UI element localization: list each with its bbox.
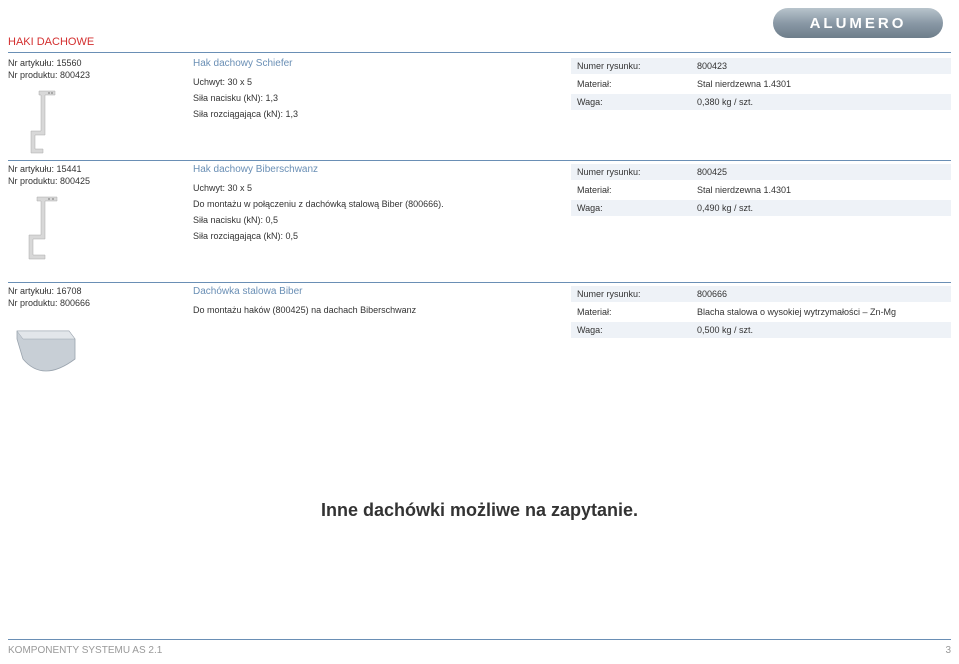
spec-label: Numer rysunku: [577, 167, 697, 177]
spec-label: Numer rysunku: [577, 61, 697, 71]
footer-page-number: 3 [945, 645, 951, 656]
spec-value: 800425 [697, 167, 945, 177]
product-desc-line: Siła rozciągająca (kN): 0,5 [193, 231, 543, 241]
spec-row-drawing: Numer rysunku: 800425 [571, 164, 951, 180]
product-specs: Numer rysunku: 800666 Materiał: Blacha s… [571, 286, 951, 340]
spec-label: Waga: [577, 203, 697, 213]
spec-row-drawing: Numer rysunku: 800423 [571, 58, 951, 74]
spec-value: 0,500 kg / szt. [697, 325, 945, 335]
product-desc-line: Siła nacisku (kN): 1,3 [193, 93, 543, 103]
hook-icon [21, 193, 71, 263]
spec-label: Numer rysunku: [577, 289, 697, 299]
spec-row-weight: Waga: 0,490 kg / szt. [571, 200, 951, 216]
spec-value: Stal nierdzewna 1.4301 [697, 185, 945, 195]
spec-label: Waga: [577, 325, 697, 335]
product-description: Hak dachowy Biberschwanz Uchwyt: 30 x 5 … [193, 164, 543, 247]
article-id: Nr artykułu: 15441 [8, 164, 90, 176]
spec-label: Materiał: [577, 307, 697, 317]
product-specs: Numer rysunku: 800425 Materiał: Stal nie… [571, 164, 951, 218]
divider [8, 282, 951, 283]
product-desc-line: Uchwyt: 30 x 5 [193, 183, 543, 193]
product-id: Nr produktu: 800423 [8, 70, 90, 82]
article-id: Nr artykułu: 15560 [8, 58, 90, 70]
spec-label: Materiał: [577, 79, 697, 89]
product-desc-line: Do montażu w połączeniu z dachówką stalo… [193, 199, 543, 209]
product-desc-line: Do montażu haków (800425) na dachach Bib… [193, 305, 543, 315]
product-title: Hak dachowy Schiefer [193, 58, 543, 69]
product-specs: Numer rysunku: 800423 Materiał: Stal nie… [571, 58, 951, 112]
brand-logo: ALUMERO [773, 8, 943, 38]
product-desc-line: Siła nacisku (kN): 0,5 [193, 215, 543, 225]
center-note: Inne dachówki możliwe na zapytanie. [0, 500, 959, 521]
product-thumbnail [8, 190, 83, 265]
spec-row-weight: Waga: 0,500 kg / szt. [571, 322, 951, 338]
product-thumbnail [8, 84, 83, 159]
spec-label: Waga: [577, 97, 697, 107]
spec-row-material: Materiał: Stal nierdzewna 1.4301 [571, 76, 951, 92]
spec-row-weight: Waga: 0,380 kg / szt. [571, 94, 951, 110]
product-desc-line: Siła rozciągająca (kN): 1,3 [193, 109, 543, 119]
spec-value: Stal nierdzewna 1.4301 [697, 79, 945, 89]
spec-value: 800666 [697, 289, 945, 299]
product-description: Hak dachowy Schiefer Uchwyt: 30 x 5 Siła… [193, 58, 543, 125]
divider [8, 52, 951, 53]
spec-value: 0,380 kg / szt. [697, 97, 945, 107]
product-title: Hak dachowy Biberschwanz [193, 164, 543, 175]
product-ids: Nr artykułu: 15441 Nr produktu: 800425 [8, 164, 90, 187]
product-desc-line: Uchwyt: 30 x 5 [193, 77, 543, 87]
product-ids: Nr artykułu: 15560 Nr produktu: 800423 [8, 58, 90, 81]
product-description: Dachówka stalowa Biber Do montażu haków … [193, 286, 543, 321]
spec-value: 0,490 kg / szt. [697, 203, 945, 213]
footer-left: KOMPONENTY SYSTEMU AS 2.1 [8, 645, 162, 656]
product-id: Nr produktu: 800666 [8, 298, 90, 310]
divider [8, 639, 951, 640]
section-title: HAKI DACHOWE [8, 36, 94, 48]
product-ids: Nr artykułu: 16708 Nr produktu: 800666 [8, 286, 90, 309]
article-id: Nr artykułu: 16708 [8, 286, 90, 298]
product-title: Dachówka stalowa Biber [193, 286, 543, 297]
divider [8, 160, 951, 161]
brand-logo-text: ALUMERO [810, 15, 907, 32]
product-id: Nr produktu: 800425 [8, 176, 90, 188]
spec-row-material: Materiał: Blacha stalowa o wysokiej wytr… [571, 304, 951, 320]
hook-icon [21, 87, 71, 157]
spec-label: Materiał: [577, 185, 697, 195]
spec-value: Blacha stalowa o wysokiej wytrzymałości … [697, 307, 945, 317]
spec-row-drawing: Numer rysunku: 800666 [571, 286, 951, 302]
tile-icon [11, 325, 81, 375]
product-thumbnail [8, 312, 83, 387]
spec-row-material: Materiał: Stal nierdzewna 1.4301 [571, 182, 951, 198]
spec-value: 800423 [697, 61, 945, 71]
